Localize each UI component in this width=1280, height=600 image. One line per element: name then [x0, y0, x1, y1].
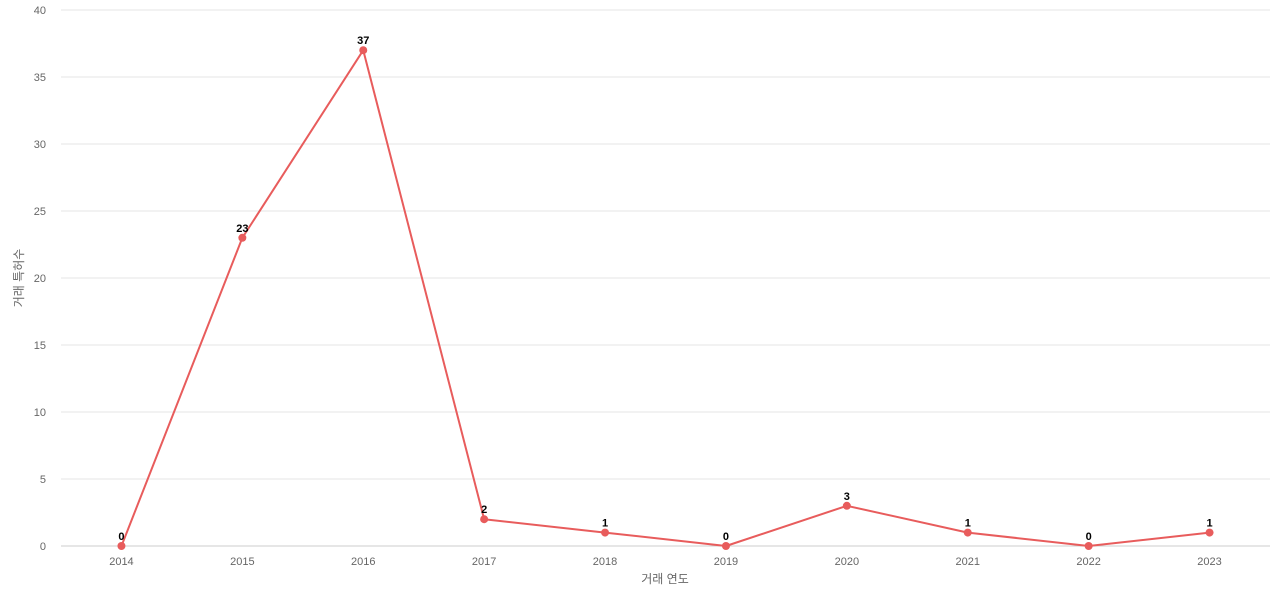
x-tick-label: 2023	[1197, 556, 1221, 568]
data-point[interactable]	[842, 501, 851, 510]
data-point[interactable]	[359, 46, 368, 55]
data-label: 0	[118, 531, 124, 543]
series-line	[120, 49, 1210, 547]
data-label: 1	[965, 518, 971, 530]
data-point[interactable]	[721, 542, 730, 550]
data-labels: 0 23 37 2 1 0 3 1 0 1	[118, 35, 1212, 543]
data-point[interactable]	[1205, 528, 1214, 537]
x-tick-label: 2022	[1076, 556, 1100, 568]
data-point[interactable]	[480, 515, 489, 524]
x-tick-label: 2015	[230, 556, 254, 568]
x-axis-title: 거래 연도	[641, 572, 689, 586]
data-label: 0	[1086, 531, 1092, 543]
data-point[interactable]	[238, 233, 247, 242]
y-tick-label: 35	[34, 72, 46, 84]
x-tick-label: 2017	[472, 556, 496, 568]
data-point[interactable]	[601, 528, 610, 537]
grid-lines	[61, 9, 1270, 547]
data-points	[117, 46, 1214, 550]
y-tick-label: 0	[40, 541, 46, 553]
data-label: 23	[236, 223, 248, 235]
y-tick-label: 40	[34, 5, 46, 17]
data-point[interactable]	[963, 528, 972, 537]
x-tick-label: 2018	[593, 556, 617, 568]
data-point[interactable]	[1084, 542, 1093, 550]
x-tick-label: 2021	[956, 556, 980, 568]
data-label: 1	[1206, 518, 1212, 530]
x-tick-label: 2014	[109, 556, 133, 568]
data-label: 0	[723, 531, 729, 543]
y-tick-label: 20	[34, 273, 46, 285]
data-label: 37	[357, 35, 369, 47]
data-label: 2	[481, 504, 487, 516]
y-tick-label: 25	[34, 206, 46, 218]
y-tick-label: 10	[34, 407, 46, 419]
series-group	[120, 49, 1210, 547]
y-tick-label: 15	[34, 340, 46, 352]
y-tick-label: 5	[40, 474, 46, 486]
y-axis-title: 거래 특허수	[12, 249, 26, 308]
x-tick-label: 2016	[351, 556, 375, 568]
data-label: 1	[602, 518, 608, 530]
x-axis-ticks: 2014 2015 2016 2017 2018 2019 2020 2021 2022 2023	[109, 556, 1222, 568]
x-tick-label: 2020	[835, 556, 859, 568]
data-label: 3	[844, 491, 850, 503]
x-tick-label: 2019	[714, 556, 738, 568]
y-axis-ticks: 0 5 10 15 20 25 30 35 40	[34, 5, 46, 553]
data-point[interactable]	[117, 542, 126, 550]
y-tick-label: 30	[34, 139, 46, 151]
